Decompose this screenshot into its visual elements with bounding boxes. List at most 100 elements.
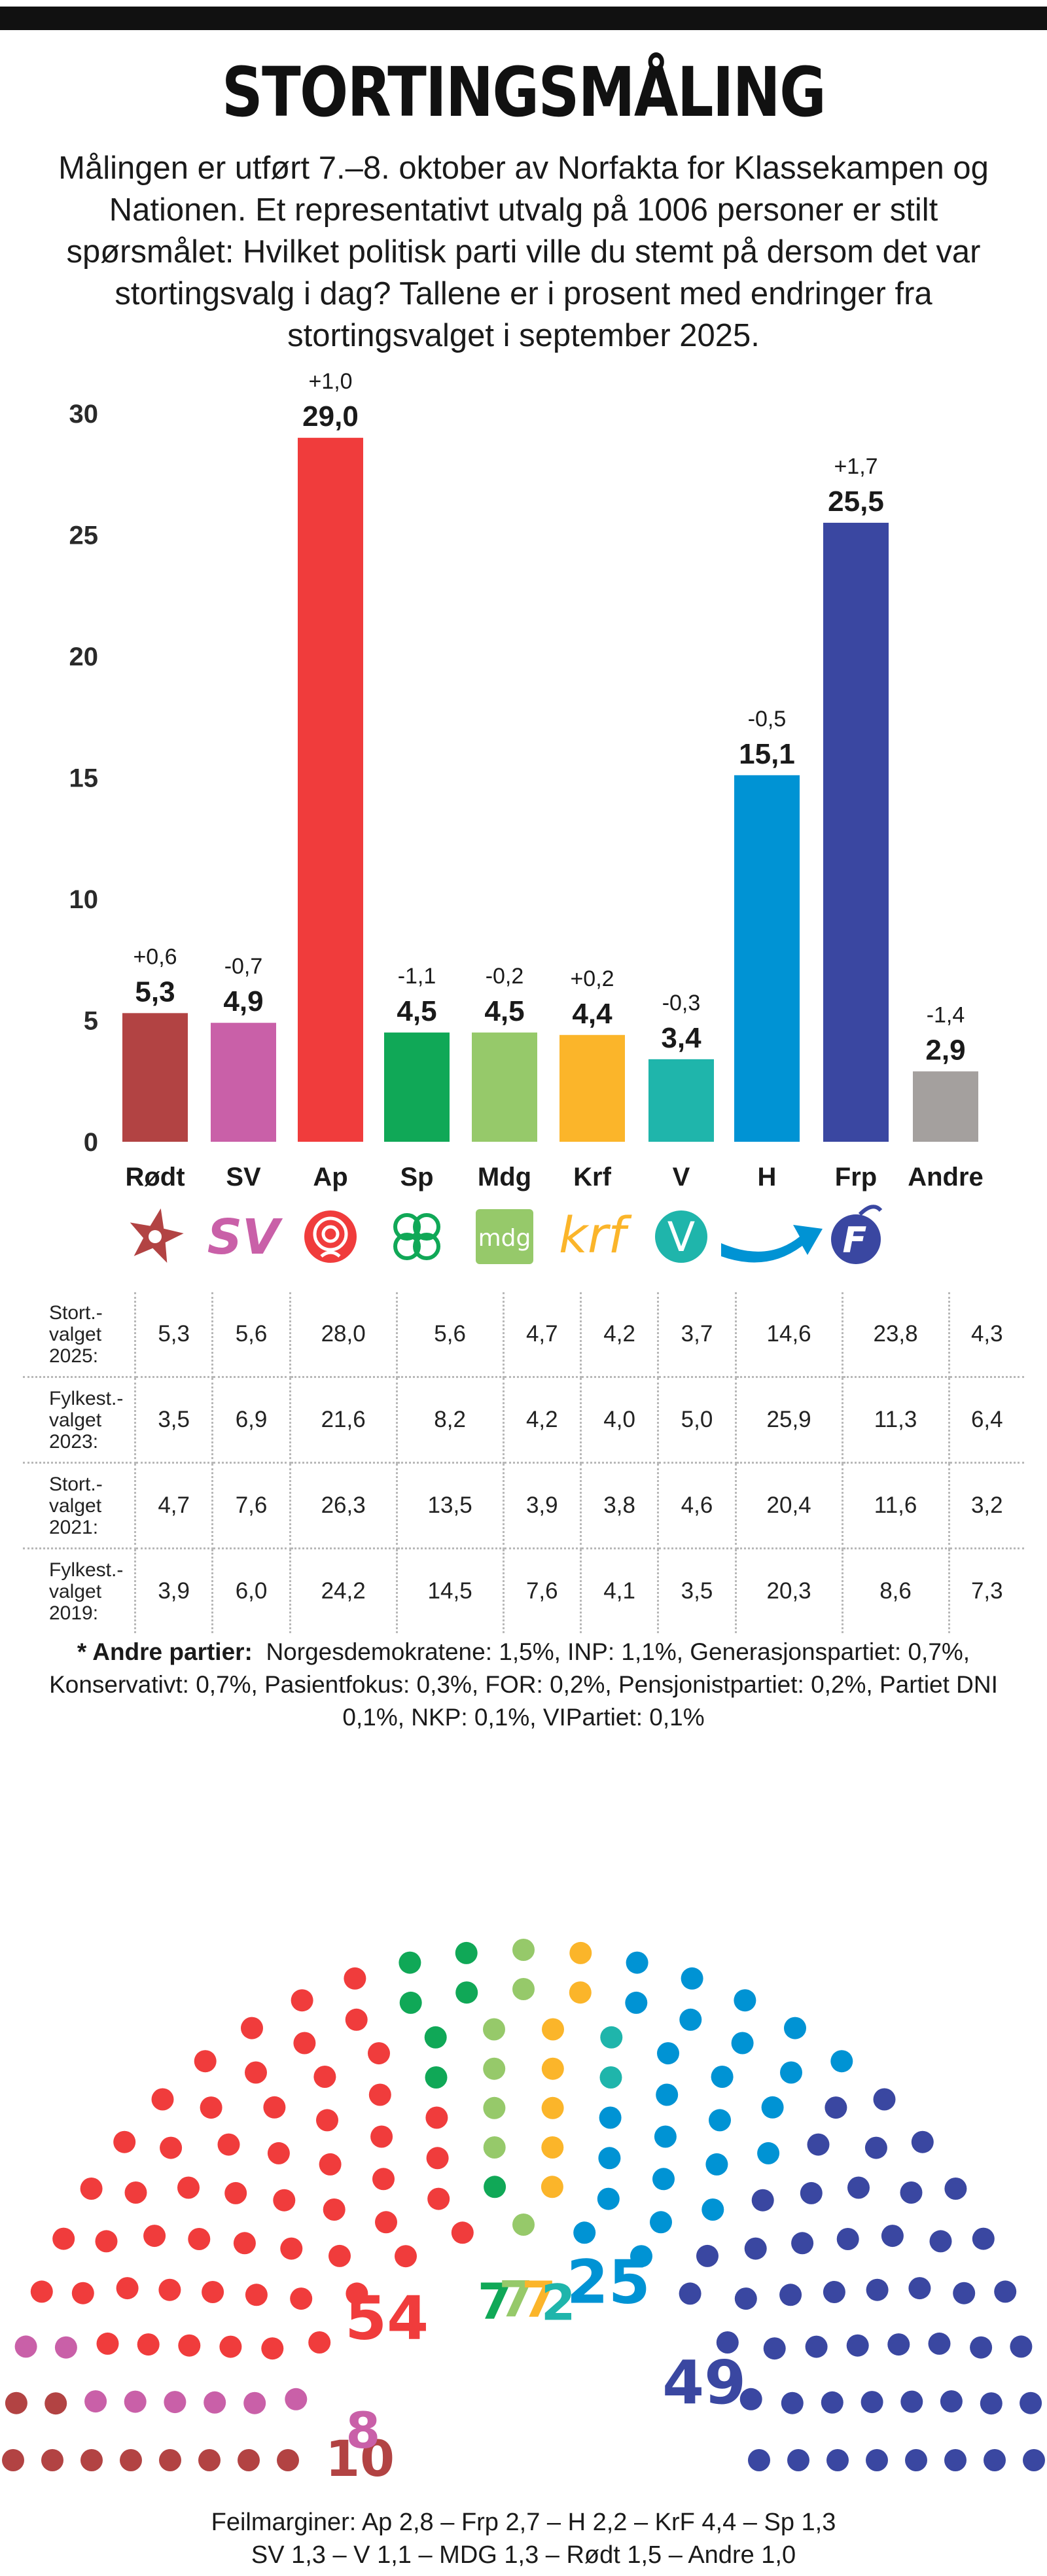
seat-dot xyxy=(929,2230,952,2253)
row-label-line: Fylkest.- xyxy=(49,1559,124,1581)
seat-dot xyxy=(113,2130,136,2153)
bar-change-label: -1,4 xyxy=(927,1002,965,1027)
seat-dot xyxy=(836,2228,859,2250)
y-axis: 0 5 10 15 20 25 30 xyxy=(69,400,99,1157)
seat-dot xyxy=(277,2449,299,2471)
table-cell: 3,5 xyxy=(657,1547,737,1633)
seat-dot xyxy=(313,2066,336,2088)
seat-dot xyxy=(80,2449,103,2471)
seat-dot xyxy=(731,2032,754,2055)
bar-sp xyxy=(384,1032,450,1142)
category-label: Sp xyxy=(400,1163,433,1191)
bar-change-label: -0,2 xyxy=(486,964,524,989)
seat-dot xyxy=(143,2225,166,2248)
table-cell: 4,0 xyxy=(579,1376,660,1464)
table-cell: 6,4 xyxy=(948,1376,1024,1464)
seat-dot xyxy=(243,2391,266,2414)
seat-dot xyxy=(425,2066,448,2089)
seat-dot xyxy=(679,2008,702,2031)
seat-dot xyxy=(944,2449,967,2471)
table-cell: 3,8 xyxy=(579,1462,660,1549)
seat-dot xyxy=(217,2133,240,2156)
seat-dot xyxy=(911,2130,934,2153)
seat-dot xyxy=(5,2391,27,2414)
bar-labels: 5,3 +0,6 4,9 -0,7 29,0 +1,0 4,5 -1,1 4,5 -0,2 4,4 +… xyxy=(133,369,965,1066)
hoyre-arrow-icon xyxy=(721,1225,823,1263)
seat-dot xyxy=(940,2390,963,2413)
seat-dot xyxy=(716,2331,739,2354)
error-margins-line-1: Feilmarginer: Ap 2,8 – Frp 2,7 – H 2,2 –… xyxy=(211,2509,836,2536)
table-cell: 4,3 xyxy=(948,1292,1024,1378)
seat-dot xyxy=(970,2336,993,2359)
footnote: * Andre partier: Norgesdemokratene: 1,5%… xyxy=(26,1636,1021,1734)
seat-dot xyxy=(847,2176,870,2199)
table-cell: 3,7 xyxy=(657,1292,737,1378)
seat-dot xyxy=(597,2187,620,2210)
seat-dot xyxy=(734,1989,756,2012)
bar-change-label: -0,3 xyxy=(662,991,701,1015)
row-label-line: Stort.- xyxy=(49,1473,103,1495)
seat-dot xyxy=(344,1967,366,1990)
seat-dot xyxy=(541,2096,564,2119)
table-cell: 20,3 xyxy=(734,1547,843,1633)
seat-dot xyxy=(681,1967,703,1990)
bar-andre xyxy=(913,1071,978,1142)
page-title: STORTINGSMÅLING xyxy=(221,52,826,132)
seat-count-krf: 7 xyxy=(522,2270,556,2329)
seat-dot xyxy=(84,2390,107,2413)
row-label-line: valget xyxy=(49,1409,102,1431)
category-label: Mdg xyxy=(478,1163,531,1191)
seat-count-ap: 54 xyxy=(345,2284,429,2354)
seat-dot xyxy=(541,2136,564,2159)
seat-dot xyxy=(994,2280,1017,2303)
seat-dot xyxy=(319,2153,342,2176)
table-cell: 11,6 xyxy=(841,1462,950,1549)
seat-dot xyxy=(160,2136,183,2159)
seat-dot xyxy=(80,2178,103,2200)
seat-dot xyxy=(711,2066,734,2088)
seat-count-mdg: 7 xyxy=(499,2270,533,2328)
seat-dot xyxy=(744,2237,767,2260)
seat-dot xyxy=(30,2280,53,2303)
footnote-heading: * Andre partier: xyxy=(77,1638,253,1665)
seat-dot xyxy=(219,2335,242,2358)
seat-dot xyxy=(781,2391,804,2414)
venstre-logo-text: V xyxy=(667,1213,695,1261)
bar-h xyxy=(734,775,800,1142)
results-table: Stort.- valget 2025: 5,3 5,6 28,0 5,6 4,7 4,2 3,7… xyxy=(23,1292,1024,1633)
seat-dot xyxy=(825,2096,847,2119)
bar-chart: 0 5 10 15 20 25 30 5,3 +0,6 4,9 -0,7 29,0 +1,0 4,5 -1… xyxy=(69,369,984,1265)
seat-dot xyxy=(116,2277,139,2300)
seat-dot xyxy=(245,2284,268,2306)
table-cell: 11,3 xyxy=(841,1376,950,1464)
table-cell: 5,0 xyxy=(657,1376,737,1464)
seat-dot xyxy=(864,2136,887,2159)
seat-dot xyxy=(204,2391,226,2414)
seat-dot xyxy=(512,1978,535,2000)
seat-dot xyxy=(542,2018,564,2041)
seat-dot xyxy=(120,2449,142,2471)
seat-dot xyxy=(657,2042,679,2065)
seat-count-h: 25 xyxy=(567,2248,650,2318)
table-cell: 3,2 xyxy=(948,1462,1024,1549)
error-margins-line-2: SV 1,3 – V 1,1 – MDG 1,3 – Rødt 1,5 – An… xyxy=(251,2541,796,2569)
seat-dot xyxy=(241,2017,263,2039)
seat-dot xyxy=(830,2050,853,2073)
seat-dot xyxy=(280,2237,303,2260)
seat-dot xyxy=(137,2333,160,2356)
bar-value-label: 25,5 xyxy=(828,485,884,518)
seat-dot xyxy=(972,2227,995,2250)
seat-dot xyxy=(761,2096,784,2119)
seats-h xyxy=(573,1951,853,2268)
category-label: SV xyxy=(226,1163,261,1191)
seat-dot xyxy=(826,2449,849,2471)
y-tick-label: 25 xyxy=(69,521,99,550)
seat-dot xyxy=(399,1951,421,1974)
seat-dot xyxy=(41,2449,63,2471)
seat-dot xyxy=(900,2390,923,2413)
seat-dot xyxy=(267,2142,290,2164)
table-cell: 8,6 xyxy=(841,1547,950,1633)
bar-change-label: -1,1 xyxy=(398,964,436,989)
